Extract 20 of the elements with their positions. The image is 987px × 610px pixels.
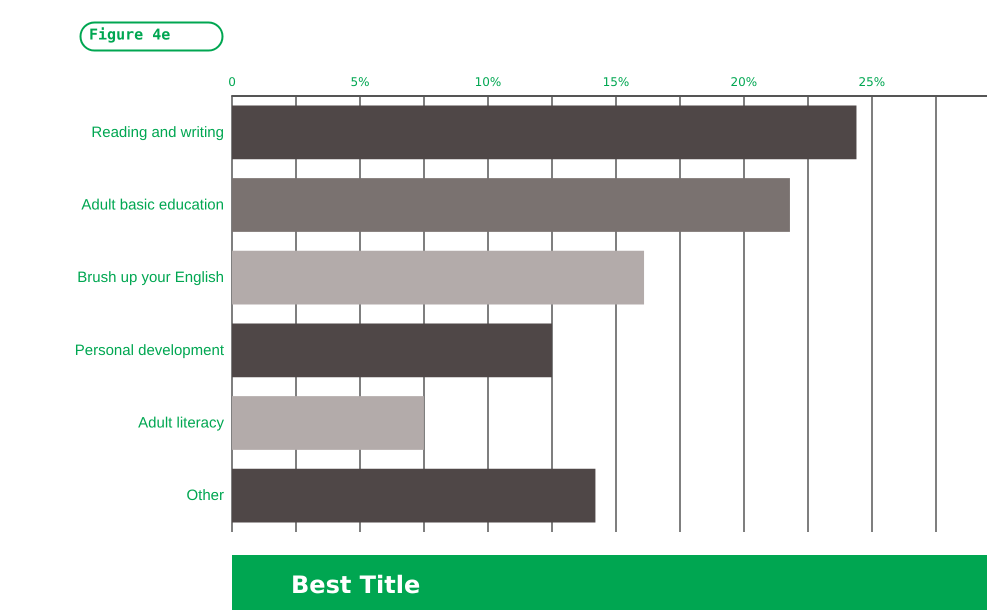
bar: [232, 323, 552, 378]
x-tick-label: 20%: [730, 75, 758, 89]
bar: [232, 250, 644, 305]
bar: [232, 396, 424, 450]
x-tick-label: 10%: [474, 75, 502, 89]
x-tick-label: 5%: [350, 75, 370, 89]
bar: [232, 178, 790, 232]
chart-title: Figure 4e: [89, 26, 170, 44]
x-tick-label: 25%: [858, 75, 886, 89]
y-tick-label: Personal development: [74, 342, 225, 359]
bar: [232, 105, 856, 160]
y-tick-label: Adult literacy: [138, 414, 224, 432]
y-tick-label: Reading and writing: [91, 124, 224, 141]
x-tick-label: 0: [228, 75, 236, 89]
y-tick-label: Adult basic education: [81, 196, 224, 214]
text: Best Title: [291, 571, 420, 599]
y-tick-label: Brush up your English: [77, 269, 224, 286]
y-tick-label: Other: [186, 487, 224, 504]
x-tick-label: 15%: [602, 75, 630, 89]
bar: [232, 468, 596, 523]
